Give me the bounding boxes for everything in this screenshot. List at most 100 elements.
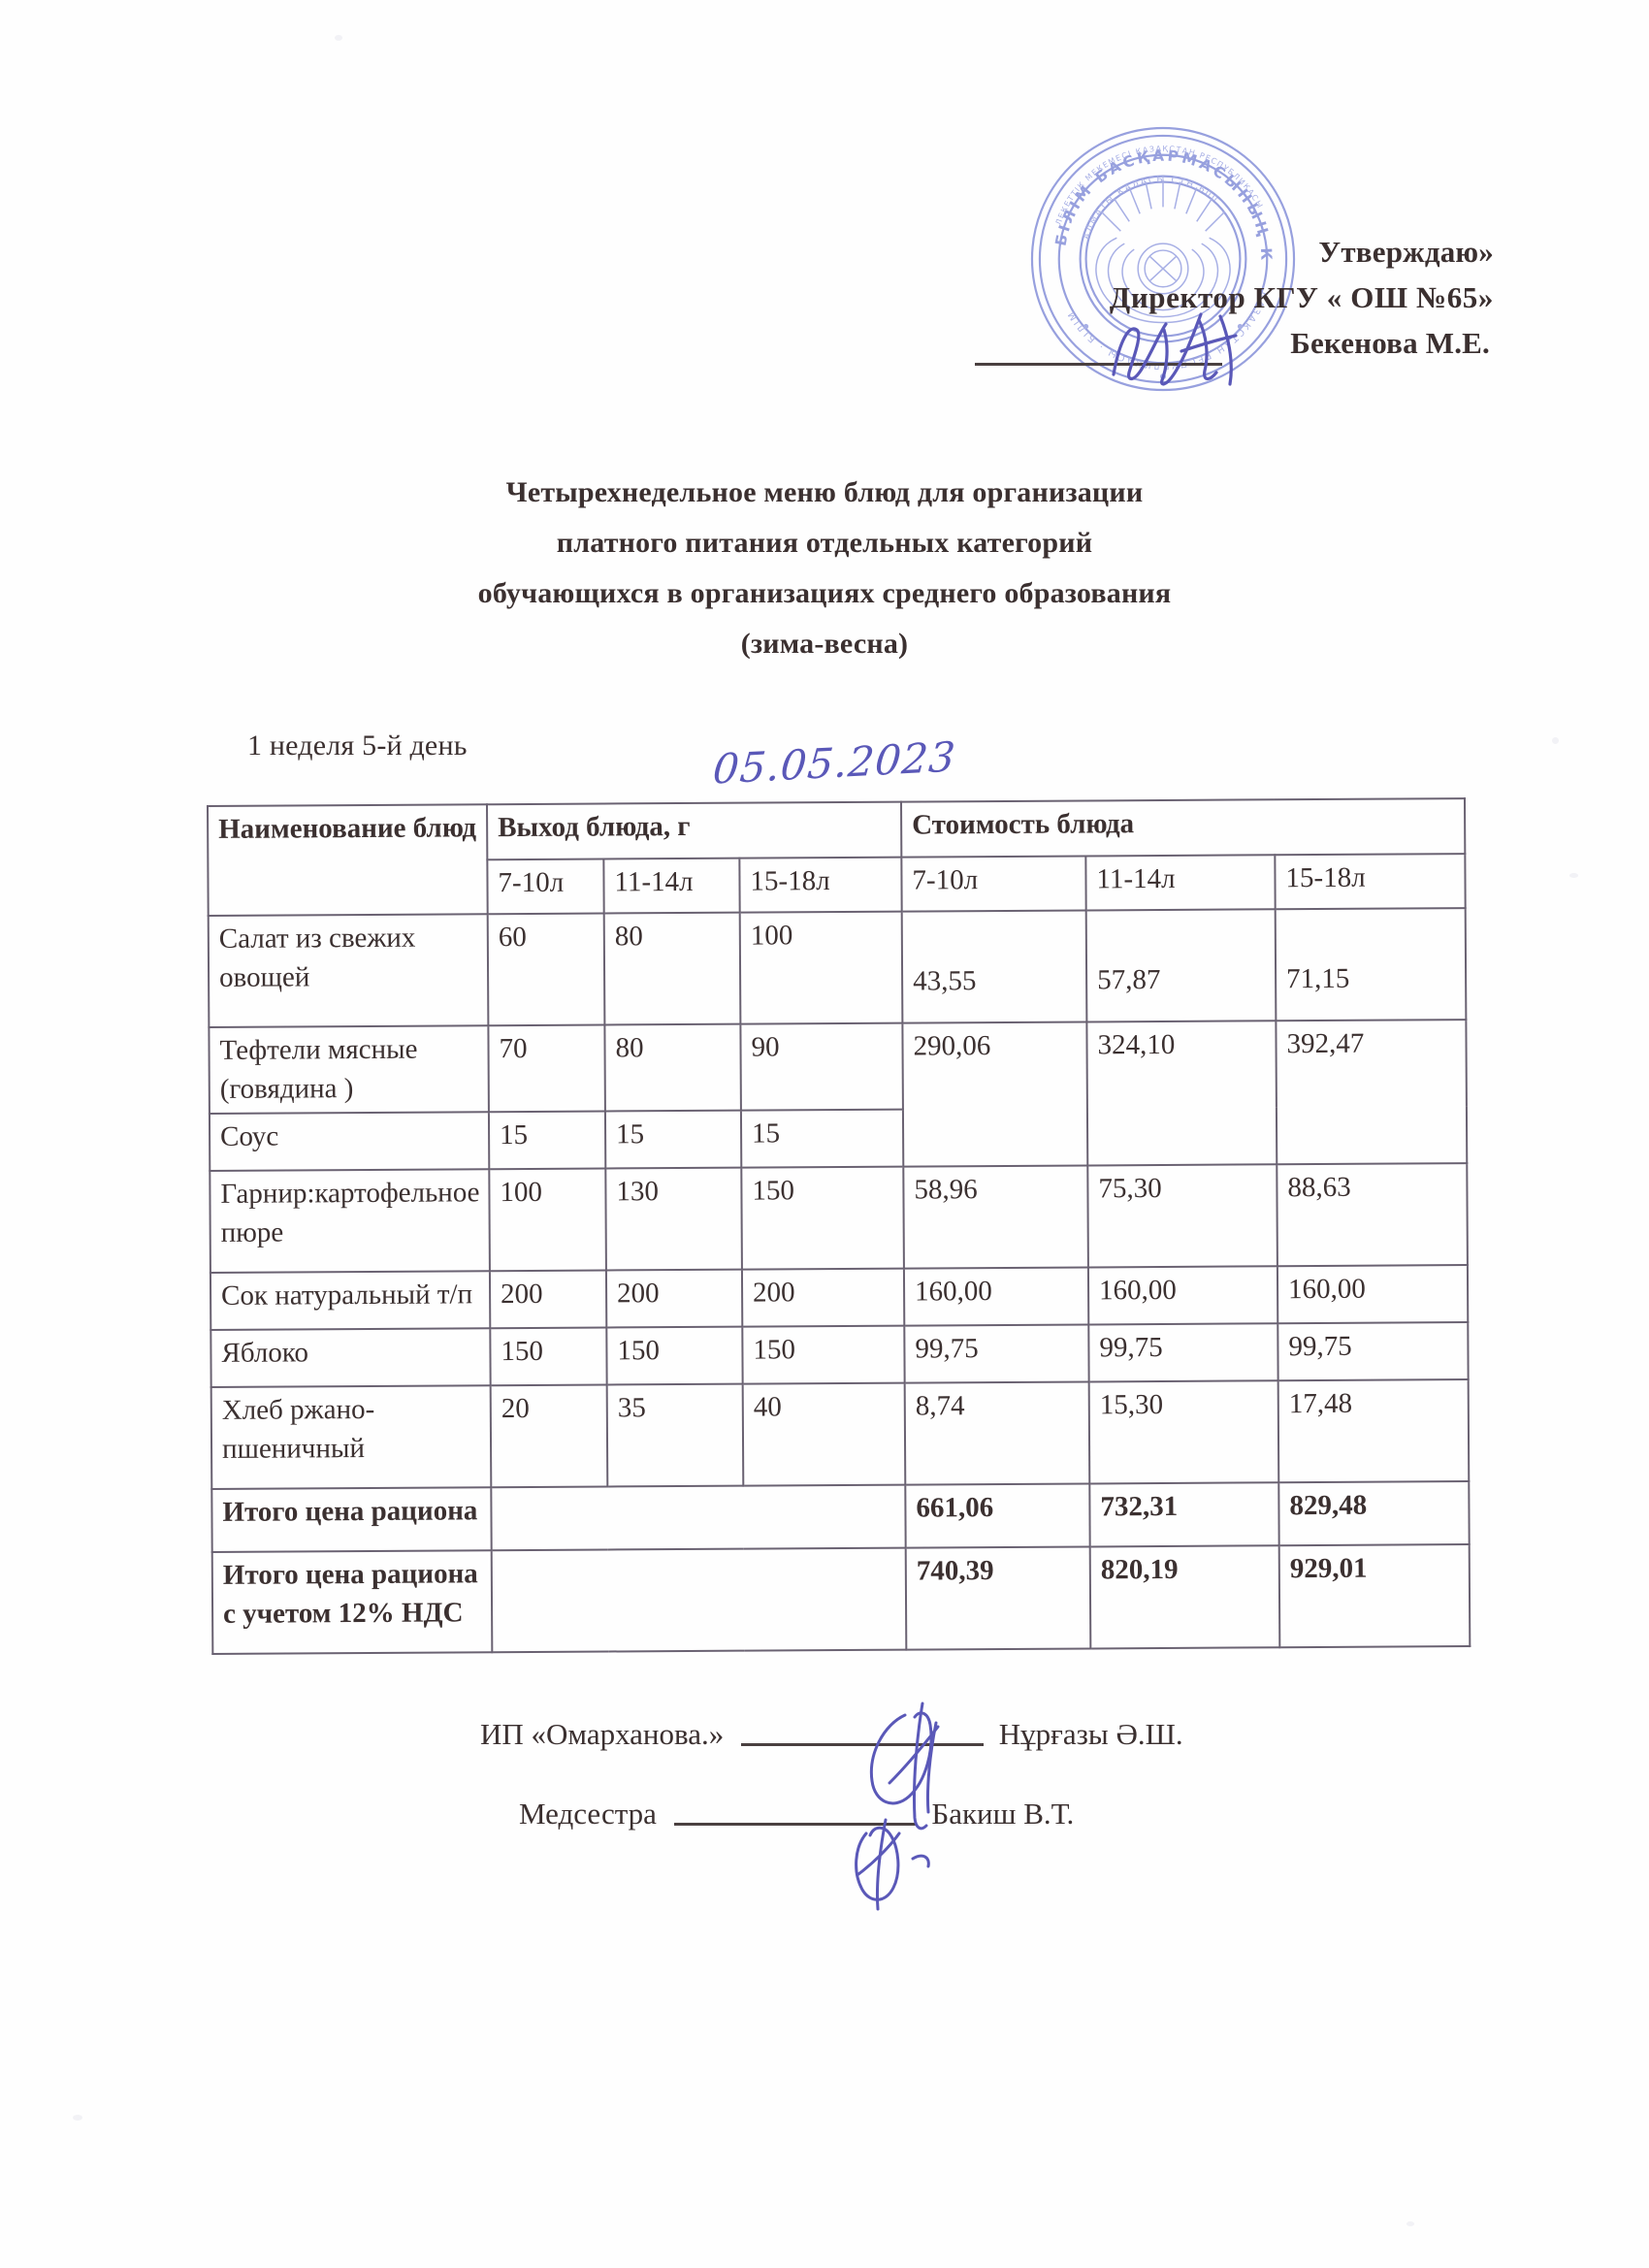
approval-line-director: Директор КГУ « ОШ №65»: [1109, 280, 1494, 314]
table-row: Сок натуральный т/п 200 200 200 160,00 1…: [210, 1265, 1469, 1330]
dish-cost-0: 160,00: [903, 1267, 1089, 1326]
menu-table-head: Наименование блюд Выход блюда, г Стоимос…: [208, 798, 1466, 916]
svg-text:ЛЕКЕТТІК МЕКЕМЕСІ ҚАЗАҚСТАН РЕ: ЛЕКЕТТІК МЕКЕМЕСІ ҚАЗАҚСТАН РЕСПУБЛИКАСЫ: [1054, 145, 1265, 227]
table-row: Салат из свежих овощей 60 80 100 43,55 5…: [208, 908, 1467, 1027]
dish-output-1: 200: [605, 1269, 743, 1328]
page-title: Четырехнедельное меню блюд для организац…: [291, 468, 1358, 669]
header-cost-age-0: 7-10л: [901, 855, 1086, 912]
dish-output-2: 150: [741, 1166, 904, 1270]
dish-output-1: 15: [604, 1110, 742, 1169]
approval-block: Утверждаю» Директор КГУ « ОШ №65» Бекено…: [989, 229, 1494, 366]
table-total-row: Итого цена рациона 661,06 732,31 829,48: [211, 1481, 1470, 1552]
menu-table-container: Наименование блюд Выход блюда, г Стоимос…: [207, 797, 1471, 1655]
title-line-2: платного питания отдельных категорий: [556, 527, 1093, 559]
title-line-1: Четырехнедельное меню блюд для организац…: [505, 476, 1144, 508]
table-total-row: Итого цена рациона с учетом 12% НДС 740,…: [211, 1544, 1471, 1654]
dish-cost-0: 99,75: [904, 1324, 1089, 1383]
table-row: Хлеб ржано-пшеничный 20 35 40 8,74 15,30…: [210, 1379, 1470, 1489]
dish-name: Соус: [209, 1112, 490, 1171]
table-row: Яблоко 150 150 150 99,75 99,75 99,75: [210, 1322, 1469, 1387]
menu-table: Наименование блюд Выход блюда, г Стоимос…: [207, 797, 1471, 1655]
dish-cost-1-value: 57,87: [1097, 963, 1161, 996]
dish-name: Хлеб ржано-пшеничный: [210, 1385, 492, 1489]
total-cost-2: 929,01: [1278, 1544, 1471, 1648]
dish-cost-2: 17,48: [1277, 1379, 1470, 1483]
signature-role: Медсестра: [519, 1797, 657, 1831]
total-cost-0: 740,39: [905, 1546, 1091, 1650]
signature-rule: [673, 1798, 917, 1826]
dish-output-1: 80: [603, 912, 741, 1025]
header-dish-name: Наименование блюд: [208, 804, 488, 916]
total-cost-1: 820,19: [1089, 1545, 1280, 1649]
dish-output-1: 130: [605, 1167, 742, 1271]
scan-speck: [335, 35, 342, 41]
dish-output-2: 100: [739, 911, 903, 1024]
menu-table-body: Салат из свежих овощей 60 80 100 43,55 5…: [208, 908, 1471, 1654]
dish-output-0: 20: [490, 1384, 608, 1488]
header-cost-group: Стоимость блюда: [901, 798, 1466, 858]
header-cost-age-1: 11-14л: [1085, 854, 1276, 911]
dish-output-2: 15: [740, 1109, 904, 1168]
approval-line-name: Бекенова М.Е.: [1290, 326, 1490, 360]
dish-cost-0: 290,06: [902, 1021, 1088, 1167]
dish-name: Гарнир:картофельное пюре: [210, 1169, 490, 1273]
dish-cost-1: 75,30: [1087, 1164, 1277, 1268]
scan-speck: [1406, 2221, 1414, 2226]
dish-cost-2: 88,63: [1277, 1163, 1468, 1267]
dish-cost-2: 71,15: [1275, 908, 1467, 1021]
dish-cost-1: 57,87: [1085, 909, 1277, 1022]
dish-cost-1: 324,10: [1086, 1021, 1277, 1166]
header-output-age-1: 11-14л: [603, 858, 740, 914]
scan-speck: [73, 2115, 82, 2121]
dish-name: Тефтели мясные (говядина ): [209, 1025, 489, 1114]
table-row: Гарнир:картофельное пюре 100 130 150 58,…: [210, 1163, 1468, 1273]
dish-output-0: 60: [487, 913, 605, 1026]
signature-row-nurse: Медсестра Бакиш В.Т.: [519, 1797, 1074, 1831]
dish-output-2: 40: [742, 1382, 906, 1486]
dish-output-0: 100: [489, 1168, 606, 1272]
dish-cost-2-value: 71,15: [1286, 962, 1350, 995]
table-group-header-row: Наименование блюд Выход блюда, г Стоимос…: [208, 798, 1466, 916]
total-cost-2: 829,48: [1278, 1481, 1470, 1546]
dish-name: Яблоко: [210, 1328, 491, 1387]
dish-output-1: 80: [604, 1023, 741, 1112]
dish-output-1: 150: [606, 1326, 743, 1385]
header-output-age-2: 15-18л: [739, 857, 902, 913]
dish-cost-1: 99,75: [1088, 1323, 1278, 1382]
signature-name: Нұрғазы Ә.Ш.: [998, 1717, 1183, 1751]
dish-cost-2: 392,47: [1276, 1020, 1468, 1165]
dish-output-1: 35: [606, 1383, 744, 1487]
dish-output-0: 150: [490, 1327, 607, 1386]
dish-output-2: 150: [742, 1325, 905, 1384]
signature-role: ИП «Омарханова.»: [480, 1717, 725, 1751]
approval-line-utverzhdayu: Утверждаю»: [1318, 235, 1494, 269]
dish-cost-0: 8,74: [904, 1381, 1090, 1485]
signature-name: Бакиш В.Т.: [931, 1797, 1075, 1831]
dish-cost-1: 160,00: [1087, 1266, 1278, 1325]
dish-output-0: 200: [489, 1270, 607, 1329]
total-output-blank: [491, 1547, 907, 1653]
signature-rule: [741, 1718, 985, 1746]
dish-cost-0-value: 43,55: [913, 965, 977, 997]
header-output-group: Выход блюда, г: [487, 801, 902, 859]
dish-cost-0: 43,55: [901, 910, 1087, 1023]
dish-cost-2: 160,00: [1277, 1265, 1469, 1324]
total-label: Итого цена рациона с учетом 12% НДС: [211, 1550, 493, 1654]
dish-output-2: 90: [740, 1022, 903, 1111]
dish-output-0: 70: [488, 1024, 605, 1113]
scan-speck: [1552, 737, 1559, 744]
header-cost-age-2: 15-18л: [1275, 853, 1466, 910]
dish-output-2: 200: [741, 1268, 905, 1327]
scan-speck: [1569, 873, 1578, 878]
header-output-age-0: 7-10л: [487, 859, 604, 915]
dish-name: Салат из свежих овощей: [208, 914, 489, 1027]
handwritten-date: 05.05.2023: [711, 732, 958, 794]
total-label: Итого цена рациона: [211, 1487, 492, 1552]
dish-name: Сок натуральный т/п: [210, 1271, 491, 1330]
title-line-3: обучающихся в организациях среднего обра…: [477, 577, 1172, 609]
dish-cost-1: 15,30: [1088, 1380, 1279, 1484]
total-output-blank: [491, 1484, 906, 1551]
dish-cost-0: 58,96: [903, 1165, 1088, 1269]
total-cost-0: 661,06: [905, 1483, 1090, 1548]
